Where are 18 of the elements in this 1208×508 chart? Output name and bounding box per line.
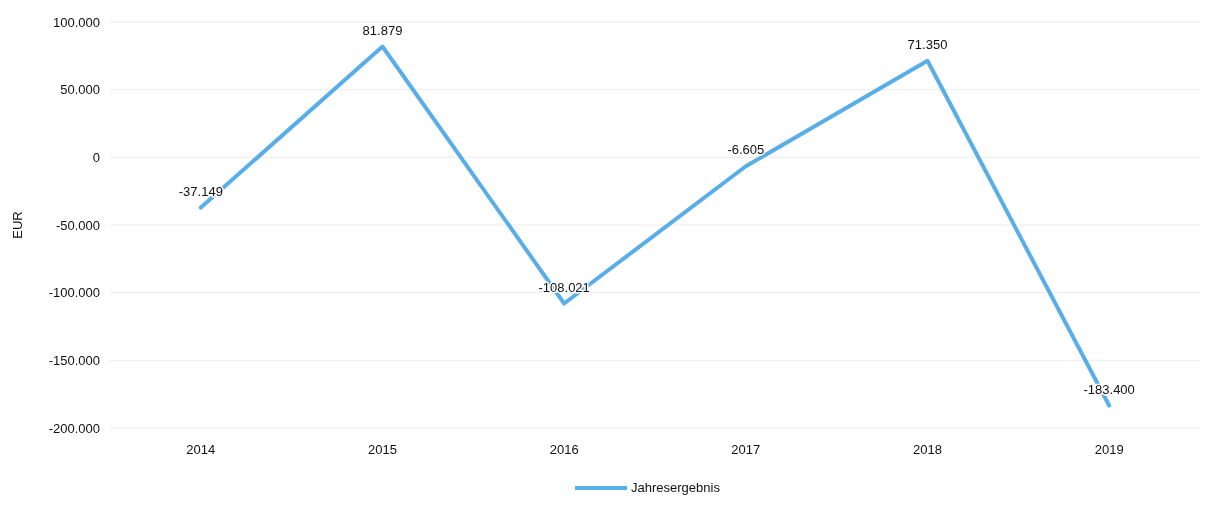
y-tick-label: 50.000 [60,82,100,98]
y-tick-label: 100.000 [53,14,100,30]
y-tick-label: 0 [92,149,100,165]
x-tick-label: 2018 [913,442,942,457]
x-tick-label: 2014 [186,442,216,457]
y-tick-label: -200.000 [48,420,100,436]
y-tick-label: -100.000 [48,285,100,301]
data-label: 71.350 [907,36,948,52]
x-tick-label: 2015 [368,442,397,457]
x-tick-label: 2017 [731,442,761,457]
y-axis-title: EUR [10,211,25,239]
x-tick-label: 2016 [549,442,579,457]
legend-label: Jahresergebnis [631,480,721,495]
y-tick-label: -50.000 [55,217,100,233]
y-tick-label: -150.000 [48,352,100,368]
data-label: -6.605 [727,142,765,158]
x-tick-label: 2019 [1094,442,1124,457]
data-label: 81.879 [362,22,403,38]
